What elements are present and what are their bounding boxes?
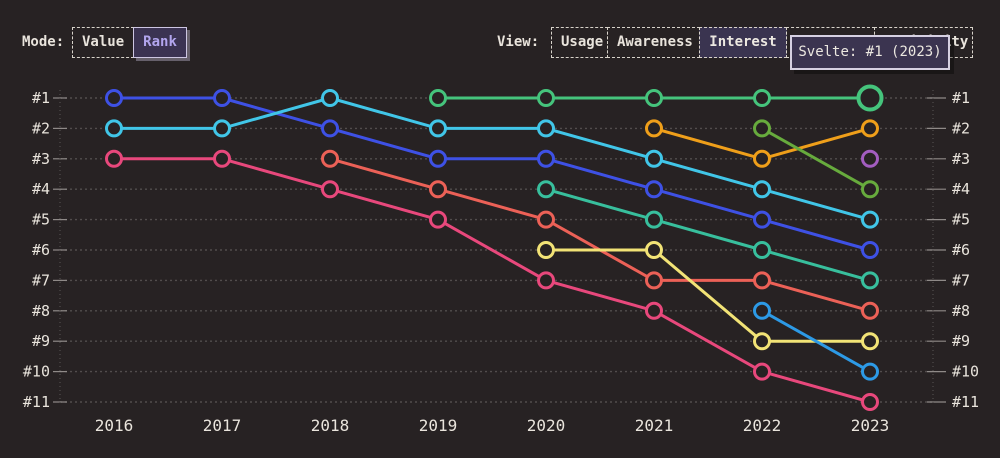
chart-tooltip: Svelte: #1 (2023)	[790, 35, 950, 70]
rank-label-right: #9	[952, 332, 970, 350]
rank-label-right: #3	[952, 150, 970, 168]
rank-label-right: #5	[952, 211, 970, 229]
rank-label-left: #9	[32, 332, 50, 350]
data-point-salmon-series-2022[interactable]	[753, 271, 771, 290]
data-point-lime-series-2022[interactable]	[753, 119, 771, 138]
data-point-Svelte-2020[interactable]	[537, 89, 555, 107]
data-point-cyan-series-2019[interactable]	[429, 119, 447, 138]
rank-label-left: #10	[23, 363, 50, 381]
rank-label-right: #10	[952, 363, 979, 381]
data-point-indigo-series-2023[interactable]	[861, 241, 879, 259]
x-axis-year-label: 2019	[419, 416, 458, 435]
data-point-indigo-series-2018[interactable]	[321, 119, 339, 138]
highlighted-data-point-Svelte-2023[interactable]	[856, 84, 884, 112]
series-line-azure-series	[760, 309, 872, 374]
rank-label-left: #3	[32, 150, 50, 168]
data-point-orange-series-2022[interactable]	[753, 149, 771, 168]
data-point-indigo-series-2022[interactable]	[753, 210, 771, 229]
data-point-cyan-series-2020[interactable]	[537, 119, 555, 138]
data-point-cyan-series-2016[interactable]	[105, 119, 123, 138]
data-point-salmon-series-2019[interactable]	[429, 180, 447, 199]
rank-label-left: #1	[32, 89, 50, 107]
x-axis-year-label: 2016	[95, 416, 134, 435]
data-point-teal-series-2023[interactable]	[861, 271, 879, 290]
series-line-salmon-series	[328, 157, 872, 313]
data-point-cyan-series-2023[interactable]	[861, 210, 879, 229]
data-point-teal-series-2021[interactable]	[645, 210, 663, 229]
rank-label-left: #4	[32, 180, 50, 198]
data-point-yellow-series-2020[interactable]	[537, 241, 555, 259]
data-point-lime-series-2023[interactable]	[861, 180, 879, 199]
data-point-purple-series-2023[interactable]	[861, 149, 879, 168]
series-line-cyan-series	[112, 96, 872, 222]
data-point-pink-series-2023[interactable]	[861, 393, 879, 411]
data-point-salmon-series-2020[interactable]	[537, 210, 555, 229]
rank-label-right: #7	[952, 271, 970, 289]
data-point-salmon-series-2018[interactable]	[321, 149, 339, 168]
x-axis-year-label: 2017	[203, 416, 242, 435]
rank-label-right: #1	[952, 89, 970, 107]
data-point-pink-series-2019[interactable]	[429, 210, 447, 229]
data-point-cyan-series-2017[interactable]	[213, 119, 231, 138]
x-axis-year-label: 2022	[743, 416, 782, 435]
series-line-teal-series	[544, 187, 872, 282]
data-point-pink-series-2021[interactable]	[645, 301, 663, 320]
data-point-indigo-series-2020[interactable]	[537, 149, 555, 168]
data-point-salmon-series-2023[interactable]	[861, 301, 879, 320]
data-point-cyan-series-2021[interactable]	[645, 149, 663, 168]
rank-label-right: #4	[952, 180, 970, 198]
data-point-pink-series-2016[interactable]	[105, 149, 123, 168]
data-point-Svelte-2022[interactable]	[753, 89, 771, 107]
series-line-pink-series	[112, 157, 872, 404]
data-point-indigo-series-2021[interactable]	[645, 180, 663, 199]
data-point-pink-series-2018[interactable]	[321, 180, 339, 199]
data-point-cyan-series-2022[interactable]	[753, 180, 771, 199]
data-point-indigo-series-2017[interactable]	[213, 89, 231, 107]
rank-label-right: #11	[952, 393, 979, 411]
rank-label-left: #11	[23, 393, 50, 411]
data-point-Svelte-2019[interactable]	[429, 89, 447, 107]
rank-label-left: #8	[32, 302, 50, 320]
series-line-indigo-series	[112, 96, 872, 252]
rank-label-left: #6	[32, 241, 50, 259]
data-point-salmon-series-2021[interactable]	[645, 271, 663, 290]
data-point-pink-series-2017[interactable]	[213, 149, 231, 168]
data-point-azure-series-2022[interactable]	[753, 301, 771, 320]
x-axis-year-label: 2018	[311, 416, 350, 435]
data-point-orange-series-2023[interactable]	[861, 119, 879, 138]
data-point-teal-series-2022[interactable]	[753, 241, 771, 259]
view-label: View:	[497, 34, 540, 50]
series-line-lime-series	[760, 126, 872, 191]
rank-label-right: #2	[952, 119, 970, 137]
data-point-pink-series-2020[interactable]	[537, 271, 555, 290]
mode-rank-button[interactable]: Rank	[133, 27, 187, 58]
rank-label-right: #8	[952, 302, 970, 320]
view-toggle-group: Usage Awareness Interest Positivity	[551, 27, 973, 58]
data-point-yellow-series-2023[interactable]	[861, 332, 879, 351]
data-point-orange-series-2021[interactable]	[645, 119, 663, 138]
data-point-indigo-series-2016[interactable]	[105, 89, 123, 107]
rank-label-left: #7	[32, 271, 50, 289]
data-point-indigo-series-2019[interactable]	[429, 149, 447, 168]
rank-label-left: #5	[32, 211, 50, 229]
data-point-cyan-series-2018[interactable]	[321, 89, 339, 107]
x-axis-year-label: 2023	[851, 416, 890, 435]
data-point-azure-series-2023[interactable]	[861, 362, 879, 381]
rank-label-right: #6	[952, 241, 970, 259]
mode-toggle-group: Value Rank	[72, 27, 187, 58]
x-axis-year-label: 2021	[635, 416, 674, 435]
rank-label-left: #2	[32, 119, 50, 137]
data-point-teal-series-2020[interactable]	[537, 180, 555, 199]
data-point-Svelte-2021[interactable]	[645, 89, 663, 107]
data-point-pink-series-2022[interactable]	[753, 362, 771, 381]
x-axis-year-label: 2020	[527, 416, 566, 435]
data-point-yellow-series-2022[interactable]	[753, 332, 771, 351]
mode-label: Mode:	[22, 34, 65, 50]
data-point-yellow-series-2021[interactable]	[645, 241, 663, 259]
